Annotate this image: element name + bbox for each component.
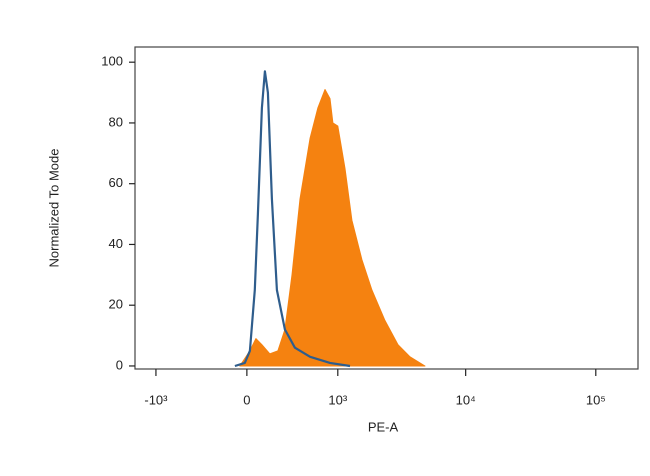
x-axis-label: PE-A xyxy=(368,419,399,434)
y-tick-label: 20 xyxy=(109,297,123,312)
x-tick-label: 10³ xyxy=(328,392,347,407)
x-tick-label: 10⁴ xyxy=(456,392,476,407)
y-axis-label: Normalized To Mode xyxy=(46,149,61,268)
y-tick-label: 40 xyxy=(109,236,123,251)
x-tick-label: 10⁵ xyxy=(586,392,606,407)
y-tick-label: 60 xyxy=(109,175,123,190)
y-tick-label: 0 xyxy=(116,357,123,372)
histogram-line xyxy=(234,70,351,368)
y-tick-label: 100 xyxy=(101,54,123,69)
histogram-area xyxy=(239,89,426,367)
x-tick-label: 0 xyxy=(243,392,250,407)
plot-frame xyxy=(134,46,639,370)
x-tick-label: -10³ xyxy=(144,392,168,407)
y-tick-label: 80 xyxy=(109,114,123,129)
